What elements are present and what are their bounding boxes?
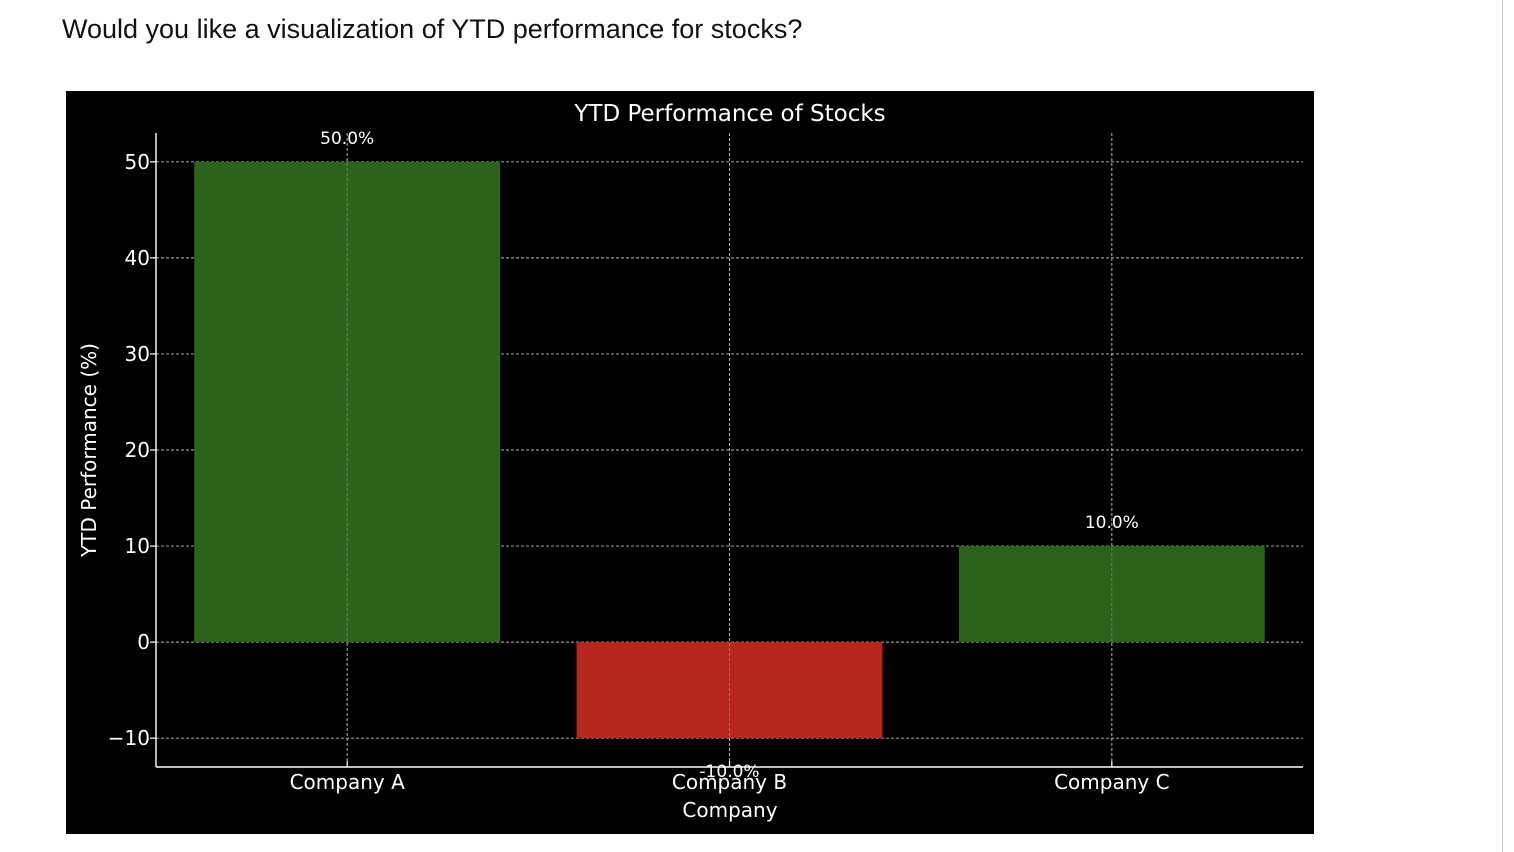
y-tick-label: 20 <box>125 438 150 462</box>
chart-title: YTD Performance of Stocks <box>573 101 885 127</box>
y-tick-label: 40 <box>125 246 150 270</box>
chart-container: −10 0 10 20 30 40 50 Company A Company B Company … <box>66 91 1314 834</box>
x-tick-label: Company C <box>1054 770 1169 794</box>
x-axis-title: Company <box>682 798 777 822</box>
y-tick-label: 30 <box>125 342 150 366</box>
data-label: 50.0% <box>320 129 374 149</box>
data-label: 10.0% <box>1085 513 1139 533</box>
x-tick-label: Company A <box>290 770 406 794</box>
y-tick-label: −10 <box>108 726 150 750</box>
prompt-text: Would you like a visualization of YTD pe… <box>62 14 802 45</box>
panel-divider <box>1502 0 1503 852</box>
y-tick-label: 50 <box>125 150 150 174</box>
bar-layer <box>194 133 1265 767</box>
data-label: -10.0% <box>699 762 759 782</box>
y-axis-title: YTD Performance (%) <box>77 343 101 558</box>
y-tick-label: 0 <box>137 630 150 654</box>
y-tick-label: 10 <box>125 534 150 558</box>
